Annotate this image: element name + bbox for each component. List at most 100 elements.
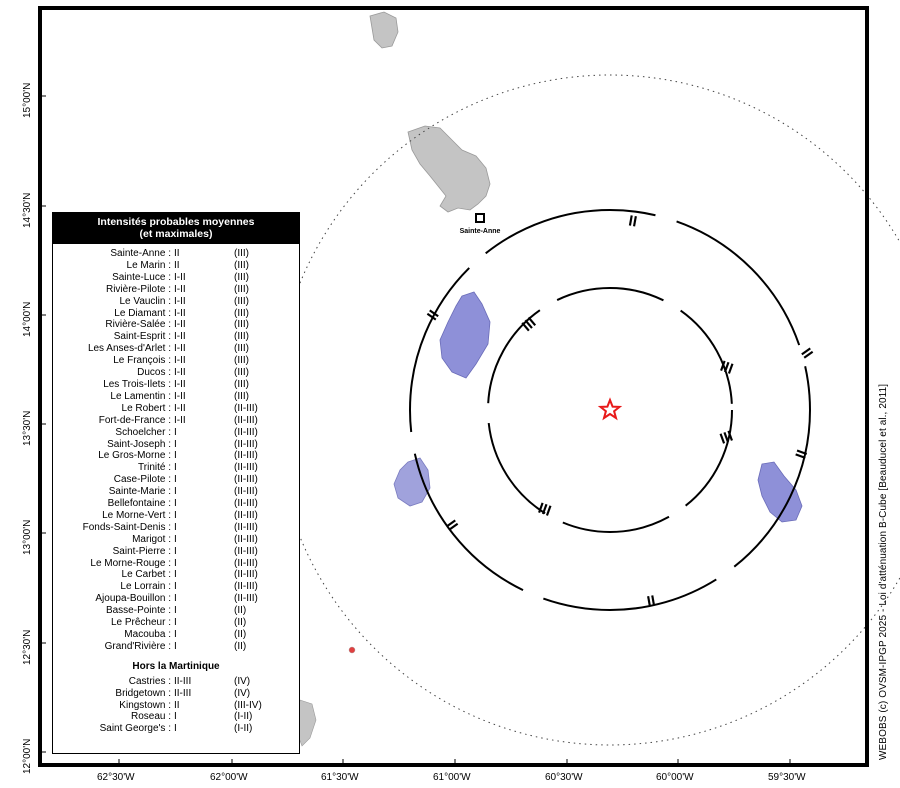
legend-row: Sainte-Anne : II (III): [53, 248, 299, 260]
credit-text: WEBOBS (c) OVSM-IPGP 2025 - Loi d'atténu…: [878, 383, 889, 760]
legend-mean-intensity: I-II: [174, 367, 186, 379]
legend-town-name: Le Prêcheur :: [110, 617, 171, 629]
y-tick-label: 14°00'N: [22, 301, 33, 337]
legend-row: Ducos : I-II (III): [53, 367, 299, 379]
legend-town-name: Castries :: [128, 675, 171, 687]
ring-label-outer-ne: II: [797, 345, 816, 362]
legend-max-intensity: (III): [234, 271, 249, 283]
legend-mean-intensity: II: [174, 248, 180, 259]
legend-town-name: Saint-Esprit :: [113, 331, 171, 343]
legend-max-intensity: (III): [234, 367, 249, 379]
ring-label-outer-nw: II: [424, 307, 443, 324]
legend-mean-intensity: I-II: [174, 414, 186, 426]
legend-mean-intensity: I: [174, 474, 177, 486]
legend-max-intensity: (II-III): [234, 569, 258, 581]
legend-row: Marigot : I (II-III): [53, 534, 299, 546]
legend-row: Le Lorrain : I (II-III): [53, 581, 299, 593]
legend-row: Roseau : I (I-II): [53, 711, 299, 723]
legend-max-intensity: (III): [234, 319, 249, 331]
legend-town-name: Les Anses-d'Arlet :: [87, 343, 171, 355]
legend-row: Le Prêcheur : I (II): [53, 617, 299, 629]
legend-max-intensity: (III): [234, 259, 249, 271]
legend-mean-intensity: I: [174, 629, 177, 640]
legend-mean-intensity: I-II: [174, 343, 186, 355]
legend-town-name: Kingstown :: [119, 699, 171, 711]
legend-town-name: Le Carbet :: [121, 569, 171, 581]
x-tick-label: 62°00'W: [210, 772, 248, 783]
legend-row: Basse-Pointe : I (II): [53, 605, 299, 617]
intensity-ring-inner: [487, 287, 733, 533]
y-tick-label: 12°30'N: [22, 629, 33, 665]
legend-mean-intensity: I: [174, 640, 177, 652]
legend-mean-intensity: II-III: [174, 675, 192, 687]
legend-mean-intensity: I-II: [174, 331, 186, 343]
legend-max-intensity: (I-II): [234, 711, 253, 723]
legend-row: Le Lamentin : I-II (III): [53, 391, 299, 403]
island-barbados: [757, 461, 803, 523]
island-martinique: [407, 125, 491, 213]
legend-town-name: Le Morne-Rouge :: [90, 557, 171, 569]
legend-town-name: Le Robert :: [121, 402, 171, 414]
legend-town-name: Le Gros-Morne :: [98, 450, 171, 462]
legend-row: Le Robert : I-II (II-III): [53, 403, 299, 415]
legend-max-intensity: (III): [234, 283, 249, 295]
legend-mean-intensity: I-II: [174, 307, 186, 319]
legend-row: Fort-de-France : I-II (II-III): [53, 415, 299, 427]
intensity-legend: Intensités probables moyennes (et maxima…: [52, 212, 300, 754]
legend-mean-intensity: I: [174, 533, 177, 545]
legend-town-name: Bridgetown :: [115, 687, 171, 699]
legend-town-name: Basse-Pointe :: [105, 605, 171, 617]
ring-label-outer-s: II: [646, 592, 657, 610]
x-tick-label: 59°30'W: [768, 772, 806, 783]
legend-mean-intensity: I-II: [174, 402, 186, 414]
legend-title: Intensités probables moyennes: [97, 216, 255, 228]
ring-label-inner-sw: III: [536, 500, 554, 520]
legend-mean-intensity: I: [174, 617, 177, 629]
legend-max-intensity: (IV): [234, 675, 251, 687]
legend-mean-intensity: II: [174, 259, 180, 271]
legend-town-name: Le François :: [113, 355, 171, 367]
legend-town-name: Roseau :: [130, 711, 171, 723]
legend-max-intensity: (III): [234, 378, 249, 390]
legend-mean-intensity: I: [174, 486, 177, 498]
legend-town-name: Le Morne-Vert :: [102, 509, 171, 521]
legend-town-name: Le Vauclin :: [119, 295, 171, 307]
legend-town-name: Saint-Pierre :: [112, 545, 171, 557]
legend-town-name: Ducos :: [137, 367, 171, 379]
legend-max-intensity: (I-II): [234, 723, 253, 735]
legend-max-intensity: (III): [234, 390, 249, 402]
legend-mean-intensity: I: [174, 450, 177, 462]
legend-town-name: Le Diamant :: [114, 307, 171, 319]
x-tick-label: 62°30'W: [97, 772, 135, 783]
legend-row: Saint George's : I (I-II): [53, 723, 299, 735]
legend-row: Bridgetown : II-III (IV): [53, 688, 299, 700]
y-tick-label: 15°00'N: [22, 82, 33, 118]
legend-row: Le Marin : II (III): [53, 260, 299, 272]
legend-max-intensity: (II-III): [234, 581, 258, 593]
legend-town-name: Rivière-Pilote :: [105, 283, 171, 295]
legend-max-intensity: (III): [234, 248, 249, 259]
legend-max-intensity: (III): [234, 331, 249, 343]
legend-mean-intensity: I-II: [174, 271, 186, 283]
legend-town-name: Trinité :: [138, 462, 171, 474]
island-saint-vincent: [393, 457, 431, 507]
legend-row: Le François : I-II (III): [53, 355, 299, 367]
legend-mean-intensity: I: [174, 498, 177, 510]
ring-label-inner-ne: III: [718, 358, 736, 378]
legend-town-name: Sainte-Marie :: [108, 486, 171, 498]
legend-row: Le Carbet : I (II-III): [53, 569, 299, 581]
legend-mean-intensity: I-II: [174, 319, 186, 331]
intensity-ring-outer: [409, 209, 811, 611]
legend-max-intensity: (II-III): [234, 402, 258, 414]
legend-town-name: Grand'Rivière :: [104, 640, 171, 652]
legend-mean-intensity: I: [174, 426, 177, 438]
legend-mean-intensity: I-II: [174, 378, 186, 390]
legend-mean-intensity: I: [174, 593, 177, 605]
legend-mean-intensity: I: [174, 569, 177, 581]
legend-max-intensity: (III): [234, 295, 249, 307]
islands: [295, 11, 803, 747]
ring-label-outer-n: II: [627, 212, 638, 230]
legend-row: Le Vauclin : I-II (III): [53, 296, 299, 308]
town-label: Sainte-Anne: [460, 228, 501, 235]
y-tick-label: 13°30'N: [22, 410, 33, 446]
